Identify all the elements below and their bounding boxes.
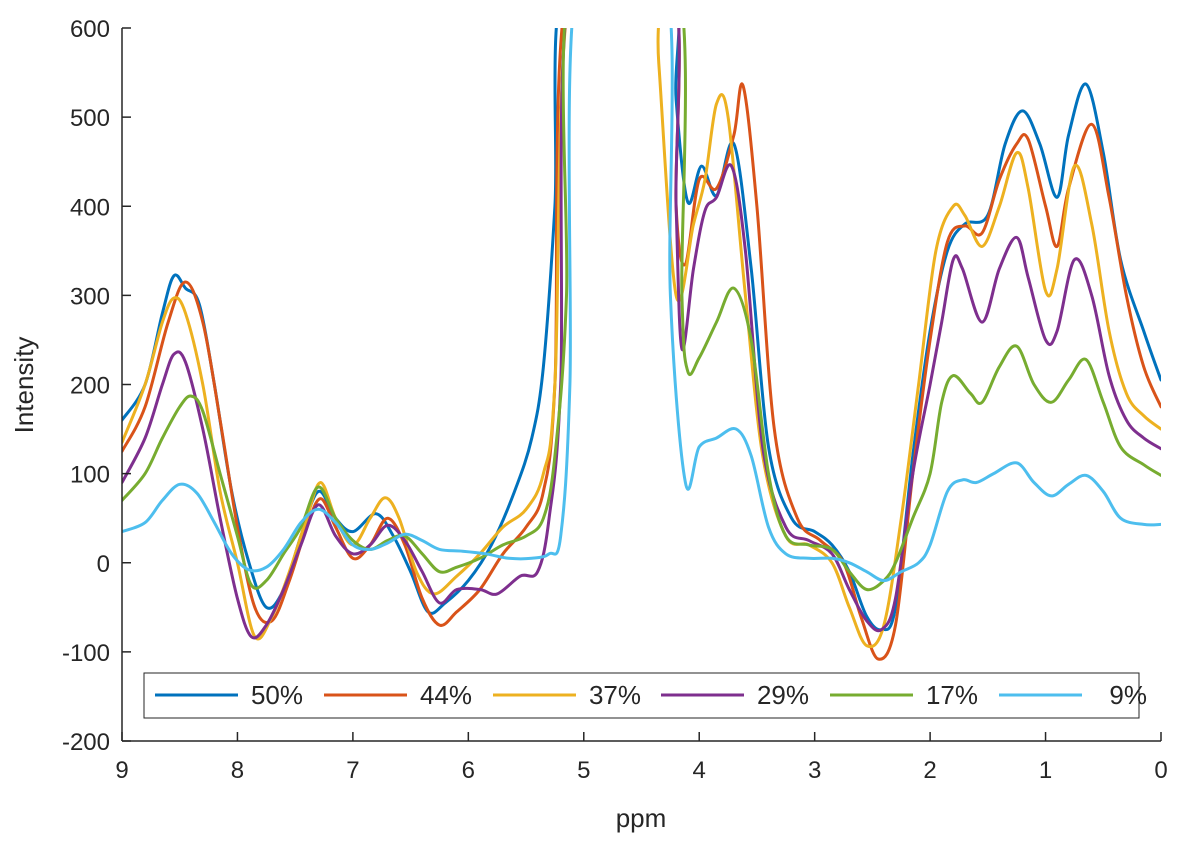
y-tick-label: 0 — [97, 551, 110, 578]
y-ticks: 600 500 400 300 200 100 0 -100 -200 — [62, 16, 131, 756]
x-tick-label: 4 — [693, 757, 706, 784]
y-tick-label: 600 — [70, 16, 110, 43]
y-axis-label: Intensity — [9, 337, 39, 434]
legend-label: 37% — [589, 680, 641, 710]
legend-label: 9% — [1109, 680, 1147, 710]
x-tick-label: 9 — [115, 757, 128, 784]
legend-label: 29% — [757, 680, 809, 710]
x-tick-label: 5 — [577, 757, 590, 784]
legend-label: 44% — [420, 680, 472, 710]
x-tick-label: 7 — [346, 757, 359, 784]
series-line-4 — [122, 28, 1161, 592]
x-tick-label: 0 — [1154, 757, 1167, 784]
x-ticks: 9 8 7 6 5 4 3 2 1 0 — [115, 732, 1168, 784]
legend-box — [143, 672, 1140, 719]
y-tick-label: -200 — [62, 729, 110, 756]
y-tick-label: 400 — [70, 194, 110, 221]
series-line-5 — [122, 28, 1161, 583]
y-tick-label: 100 — [70, 462, 110, 489]
y-tick-label: 200 — [70, 373, 110, 400]
legend-label: 50% — [251, 680, 303, 710]
legend-label: 17% — [926, 680, 978, 710]
x-tick-label: 1 — [1039, 757, 1052, 784]
series-line-3 — [122, 28, 1161, 640]
series-layer — [122, 28, 1161, 661]
x-axis-label: ppm — [616, 803, 667, 833]
y-tick-label: 300 — [70, 283, 110, 310]
x-tick-label: 6 — [462, 757, 475, 784]
y-tick-label: -100 — [62, 640, 110, 667]
y-tick-label: 500 — [70, 105, 110, 132]
legend: 50% 44% 37% 29% 17% 9% — [143, 672, 1147, 719]
plot-background — [122, 28, 1161, 741]
x-tick-label: 2 — [923, 757, 936, 784]
series-line-2 — [122, 28, 1161, 649]
x-tick-label: 8 — [231, 757, 244, 784]
x-tick-label: 3 — [808, 757, 821, 784]
